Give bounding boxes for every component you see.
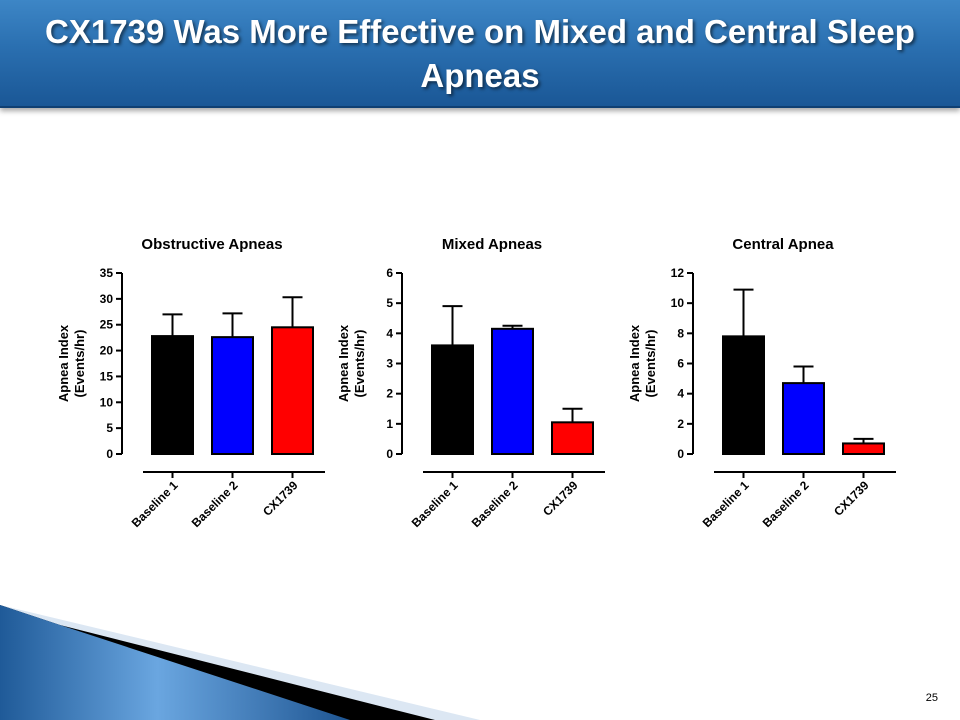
bar-baseline-2: [782, 382, 825, 456]
x-tick-label: Baseline 1: [700, 478, 752, 530]
y-axis-label: (Events/hr): [352, 330, 367, 398]
chart-2: Central Apnea Apnea Index (Events/hr) 0 2 4 6 8…: [627, 236, 896, 530]
y-tick-label: 2: [677, 417, 684, 431]
y-axis-label: Apnea Index: [336, 324, 351, 402]
y-tick-label: 8: [677, 326, 684, 340]
y-axis-label: Apnea Index: [56, 324, 71, 402]
decorative-swoosh: [0, 605, 480, 720]
y-tick-label: 5: [386, 296, 393, 310]
y-tick-label: 5: [106, 421, 113, 435]
x-tick-label: CX1739: [831, 478, 872, 519]
y-tick-label: 10: [100, 395, 114, 409]
x-tick-label: Baseline 1: [129, 478, 181, 530]
chart-title: Mixed Apneas: [442, 236, 542, 253]
y-tick-label: 4: [677, 387, 684, 401]
y-tick-label: 4: [386, 326, 393, 340]
x-tick-label: Baseline 2: [469, 478, 521, 530]
y-tick-label: 15: [100, 369, 114, 383]
chart-title: Obstructive Apneas: [141, 236, 282, 253]
bar-baseline-2: [211, 336, 254, 455]
y-tick-label: 3: [386, 357, 393, 371]
y-tick-label: 20: [100, 344, 114, 358]
x-tick-label: Baseline 2: [760, 478, 812, 530]
y-axis-label: (Events/hr): [643, 330, 658, 398]
y-tick-label: 10: [671, 296, 685, 310]
x-tick-label: CX1739: [540, 478, 581, 519]
bar-baseline-1: [722, 335, 765, 456]
slide-title: CX1739 Was More Effective on Mixed and C…: [45, 13, 915, 94]
x-tick-label: Baseline 2: [189, 478, 241, 530]
y-tick-label: 0: [386, 447, 393, 461]
y-axis-label: (Events/hr): [72, 330, 87, 398]
y-tick-label: 2: [386, 387, 393, 401]
bar-cx1739: [842, 442, 885, 456]
bar-baseline-2: [491, 327, 534, 455]
chart-1: Mixed Apneas Apnea Index (Events/hr) 0 1 2 3 4 5…: [336, 236, 605, 530]
bar-cx1739: [551, 421, 594, 456]
chart-title: Central Apnea: [732, 236, 834, 253]
y-tick-label: 6: [677, 357, 684, 371]
y-tick-label: 1: [386, 417, 393, 431]
y-tick-label: 0: [677, 447, 684, 461]
x-tick-label: CX1739: [260, 478, 301, 519]
y-axis-label: Apnea Index: [627, 324, 642, 402]
chart-0: Obstructive Apneas Apnea Index (Events/hr)…: [56, 236, 325, 530]
y-tick-label: 6: [386, 266, 393, 280]
y-tick-label: 25: [100, 318, 114, 332]
y-tick-label: 12: [671, 266, 685, 280]
y-tick-label: 0: [106, 447, 113, 461]
title-banner: CX1739 Was More Effective on Mixed and C…: [0, 0, 960, 108]
bar-baseline-1: [151, 335, 194, 455]
bar-cx1739: [271, 326, 314, 455]
x-tick-label: Baseline 1: [409, 478, 461, 530]
y-tick-label: 35: [100, 266, 114, 280]
bar-baseline-1: [431, 344, 474, 455]
page-number: 25: [925, 692, 938, 704]
y-tick-label: 30: [100, 292, 114, 306]
